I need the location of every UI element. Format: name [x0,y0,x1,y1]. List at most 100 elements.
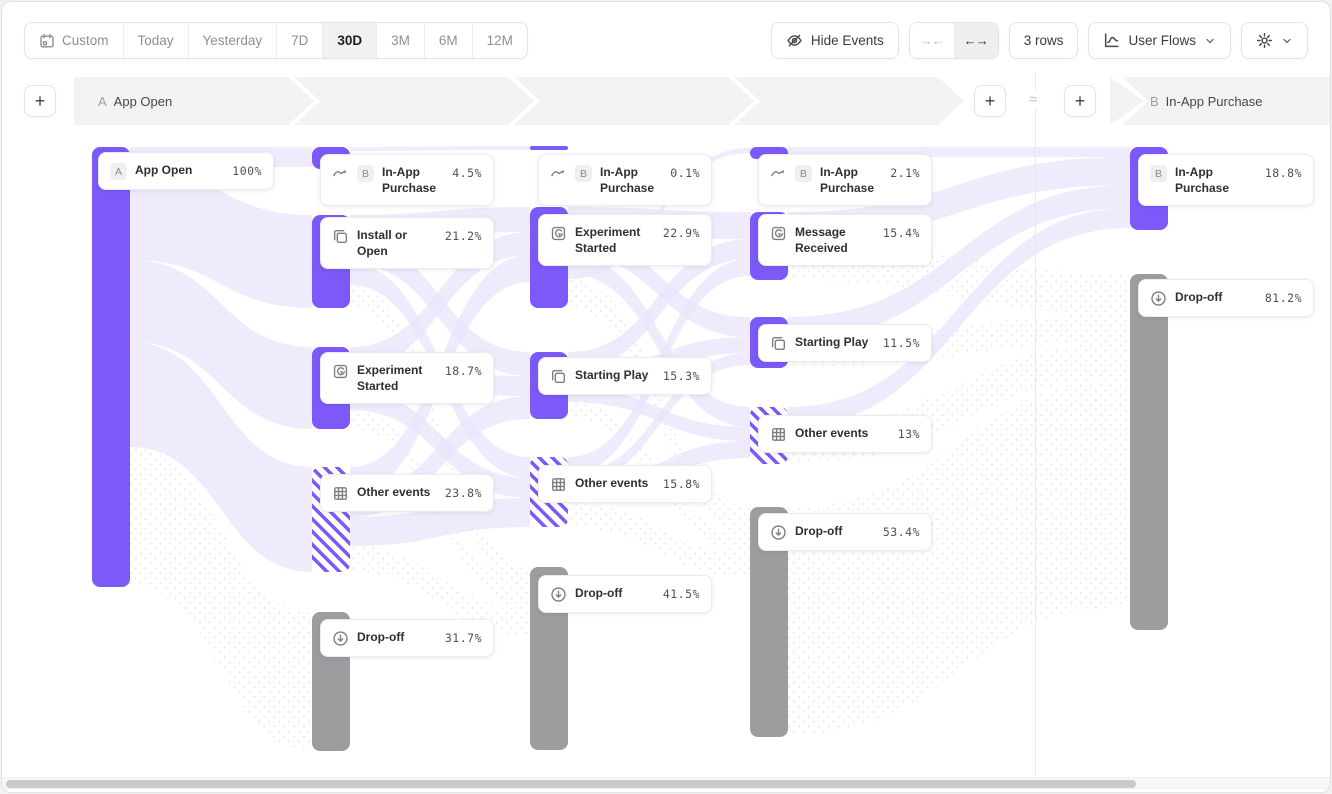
chevron-down-icon [1281,35,1293,47]
node-label: In-App Purchase [820,165,875,196]
date-range-3m[interactable]: 3M [376,23,424,58]
event-flow-ribbon [130,260,312,429]
flow-node-card-other-events-step3[interactable]: Other events 13% [758,415,932,453]
flow-node-card-app-open-step0[interactable]: A App Open 100% [98,152,274,190]
event-letter-badge: A [110,163,127,180]
node-value: 53.4% [882,525,920,539]
event-flow-ribbon [568,148,750,279]
add-step-middle-button[interactable]: + [974,85,1006,117]
trend-arrow-icon [550,165,567,182]
add-step-start-button[interactable]: + [24,85,56,117]
collapse-button[interactable]: →← [910,23,954,58]
event-letter-badge: B [357,165,374,182]
copy-icon [770,335,787,352]
toolbar-right: Hide Events →← ←→ 3 rows User Flows [770,22,1308,59]
flow-node-card-drop-off-step3[interactable]: Drop-off 53.4% [758,513,932,551]
node-label: App Open [135,163,193,177]
date-range-label: 12M [486,33,513,48]
hide-events-button[interactable]: Hide Events [770,22,899,59]
date-range-12m[interactable]: 12M [471,23,527,58]
node-value: 15.3% [662,369,700,383]
experiment-icon [550,225,567,242]
toolbar: Custom Today Yesterday 7D 30D 3M 6M 12M Hide Ev… [2,2,1330,72]
flow-node-card-starting-play-step3[interactable]: Starting Play 11.5% [758,324,932,362]
copy-icon [550,368,567,385]
settings-dropdown[interactable] [1241,22,1308,59]
date-range-label: 7D [291,33,309,48]
node-label: Drop-off [357,630,405,644]
eye-off-icon [786,32,803,49]
event-flow-ribbon [568,254,750,427]
dropoff-flow-ribbon [568,279,750,536]
dropoff-flow-ribbon [788,379,1130,735]
flow-node-card-in-app-purchase-step2[interactable]: B In-App Purchase 0.1% [538,154,712,207]
date-range-yesterday[interactable]: Yesterday [187,23,277,58]
date-range-custom[interactable]: Custom [25,23,123,58]
event-letter-badge: B [575,165,592,182]
date-range-30d[interactable]: 30D [322,23,377,58]
event-flow-ribbon [130,167,312,308]
node-value: 4.5% [452,166,482,180]
view-selector-dropdown[interactable]: User Flows [1088,22,1231,59]
flow-node-card-drop-off-step4[interactable]: Drop-off 81.2% [1138,279,1314,317]
flow-bar-drop-off-step4[interactable] [1130,274,1168,630]
node-value: 15.4% [882,226,920,240]
trend-arrow-icon [332,165,349,182]
flow-node-card-experiment-started-step1[interactable]: Experiment Started 18.7% [320,352,494,405]
rows-button[interactable]: 3 rows [1008,22,1079,59]
date-range-today[interactable]: Today [122,23,188,58]
chevron-down-icon [1204,35,1216,47]
end-event-label: B In-App Purchase [1150,77,1263,125]
expand-arrows-icon: ←→ [963,33,989,48]
node-value: 15.8% [662,477,700,491]
grid-icon [550,476,567,493]
grid-icon [332,485,349,502]
date-range-7d[interactable]: 7D [276,23,322,58]
date-range-6m[interactable]: 6M [423,23,472,58]
flow-node-card-other-events-step1[interactable]: Other events 23.8% [320,474,494,512]
date-range-label: Custom [62,33,109,48]
flow-node-card-message-received-step3[interactable]: Message Received 15.4% [758,214,932,267]
node-value: 18.8% [1264,166,1302,180]
flow-node-card-starting-play-step2[interactable]: Starting Play 15.3% [538,357,712,395]
step-band-3 [514,77,754,125]
end-event-name: In-App Purchase [1165,93,1263,109]
experiment-icon [332,363,349,380]
flow-node-card-in-app-purchase-step3[interactable]: B In-App Purchase 2.1% [758,154,932,207]
scrollbar-thumb[interactable] [6,780,1136,788]
start-event-letter: A [98,93,107,109]
dropoff-flow-ribbon [568,503,750,577]
experiment-icon [770,225,787,242]
add-step-end-button[interactable]: + [1064,85,1096,117]
start-event-name: App Open [113,93,173,109]
expand-button[interactable]: ←→ [953,23,998,58]
copy-icon [332,228,349,245]
flow-node-card-install-or-open-step1[interactable]: Install or Open 21.2% [320,217,494,270]
dropoff-flow-ribbon [350,546,530,635]
event-flow-ribbon [350,240,530,376]
flow-node-card-experiment-started-step2[interactable]: Experiment Started 22.9% [538,214,712,267]
start-event-label: A App Open [98,77,172,125]
hide-events-label: Hide Events [810,33,884,48]
end-event-letter: B [1150,93,1159,109]
flow-node-card-in-app-purchase-step1[interactable]: B In-App Purchase 4.5% [320,154,494,207]
dropoff-icon [770,524,787,541]
node-label: Experiment Started [357,363,423,394]
node-label: Starting Play [795,335,869,349]
node-label: Drop-off [575,586,623,600]
flow-bar-app-open-step0[interactable] [92,147,130,587]
flow-node-card-drop-off-step1[interactable]: Drop-off 31.7% [320,619,494,657]
gear-icon [1256,32,1273,49]
dropoff-flow-ribbon [350,285,530,590]
dropoff-icon [332,630,349,647]
flow-node-card-in-app-purchase-step4[interactable]: B In-App Purchase 18.8% [1138,154,1314,207]
node-label: In-App Purchase [382,165,437,196]
node-value: 0.1% [670,166,700,180]
node-value: 13% [897,427,920,441]
flow-bar-in-app-purchase-step2[interactable] [530,146,568,150]
flow-node-card-other-events-step2[interactable]: Other events 15.8% [538,465,712,503]
flow-node-card-drop-off-step2[interactable]: Drop-off 41.5% [538,575,712,613]
event-letter-badge: B [795,165,812,182]
date-range-label: 6M [438,33,458,48]
